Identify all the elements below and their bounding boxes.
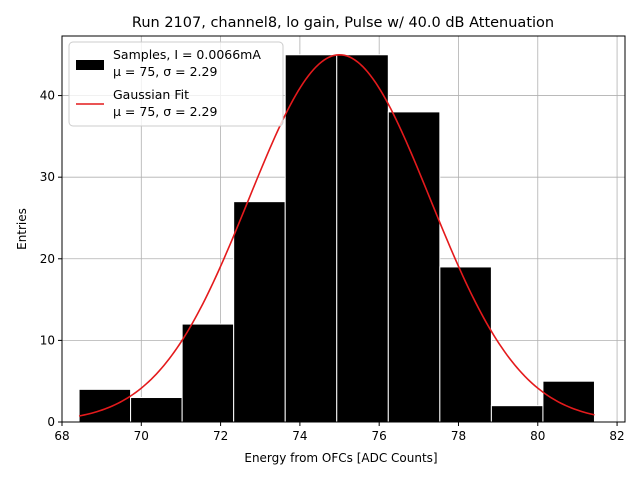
x-axis: 68 70 72 74 76 78 80 82	[54, 422, 625, 443]
chart-title: Run 2107, channel8, lo gain, Pulse w/ 40…	[132, 15, 554, 31]
histogram-bar	[78, 388, 132, 423]
y-axis: 0 10 20 30 40	[40, 89, 62, 429]
x-tick-label: 74	[292, 429, 307, 443]
axes-frame	[61, 35, 626, 423]
legend: Samples, I = 0.0066mA μ = 75, σ = 2.29 G…	[68, 41, 284, 127]
histogram-bar	[284, 54, 338, 423]
y-tick-label: 30	[40, 170, 55, 184]
legend-fit-params: μ = 75, σ = 2.29	[113, 104, 217, 119]
x-tick-label: 72	[213, 429, 228, 443]
legend-box	[68, 41, 284, 127]
x-tick-label: 80	[530, 429, 545, 443]
histogram-bars	[78, 54, 595, 423]
histogram-bar	[130, 397, 183, 423]
y-axis-label: Entries	[15, 208, 29, 250]
gaussian-fit-line	[78, 53, 595, 417]
y-tick-label: 40	[40, 89, 55, 103]
histogram-bar	[336, 54, 389, 423]
x-tick-label: 78	[451, 429, 466, 443]
y-tick-label: 10	[40, 333, 55, 347]
histogram-bar	[490, 405, 544, 423]
x-tick-label: 76	[372, 429, 387, 443]
x-axis-label: Energy from OFCs [ADC Counts]	[244, 451, 437, 465]
x-tick-label: 68	[54, 429, 69, 443]
histogram-bar	[233, 201, 286, 423]
legend-samples-label: Samples, I = 0.0066mA	[113, 47, 261, 62]
x-tick-label: 70	[134, 429, 149, 443]
y-tick-label: 20	[40, 252, 55, 266]
histogram-bar	[439, 266, 492, 423]
histogram-bar	[181, 323, 235, 423]
legend-samples-swatch	[76, 60, 104, 70]
y-tick-label: 0	[47, 415, 55, 429]
x-tick-label: 82	[609, 429, 624, 443]
histogram-bar	[542, 380, 595, 423]
histogram-bar	[387, 111, 441, 423]
gaussian-fit	[78, 53, 595, 417]
legend-fit-label: Gaussian Fit	[113, 87, 189, 102]
legend-samples-params: μ = 75, σ = 2.29	[113, 64, 217, 79]
